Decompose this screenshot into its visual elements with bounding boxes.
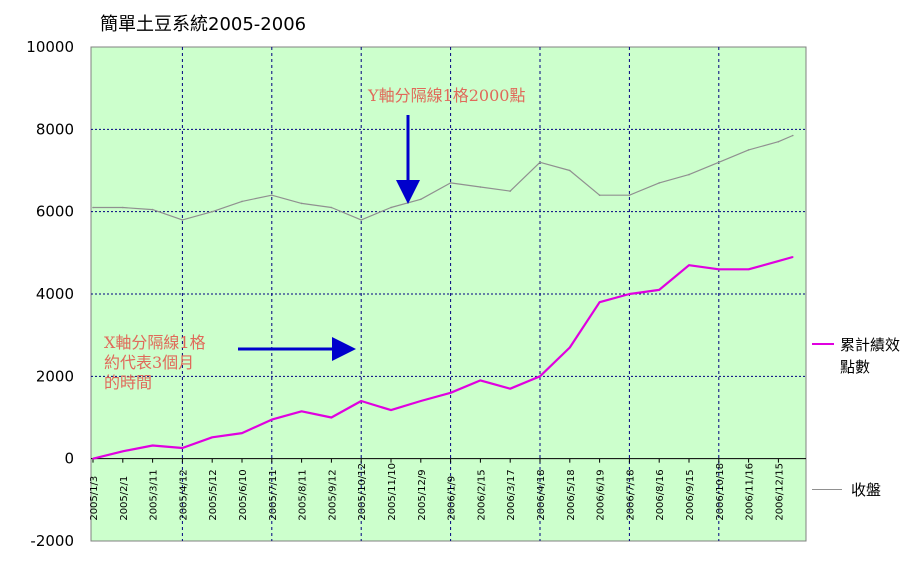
data-point-perf (628, 293, 631, 295)
x-tick-label: 2006/6/19 (596, 469, 607, 520)
data-point-perf (420, 400, 422, 402)
data-point-close (598, 194, 601, 196)
data-point-close (122, 206, 124, 209)
legend-label-close: 收盤 (851, 481, 882, 499)
x-tick-label: 2006/8/16 (655, 469, 666, 520)
legend-swatch-perf (812, 343, 834, 345)
x-tick-label: 2005/7/11 (268, 469, 279, 520)
data-point-close (718, 161, 720, 164)
data-point-close (330, 206, 333, 209)
x-tick-label: 2005/9/12 (327, 469, 338, 520)
x-tick-label: 2005/2/1 (119, 476, 130, 521)
x-tick-label: 2005/11/10 (387, 463, 398, 521)
y-tick-label: 6000 (36, 203, 74, 221)
x-tick-label: 2005/1/3 (89, 476, 100, 521)
data-point-perf (539, 375, 541, 378)
x-tick-label: 2006/4/18 (536, 469, 547, 520)
chart-title: 簡單土豆系統2005-2006 (100, 14, 307, 35)
data-point-perf (360, 400, 363, 402)
y-tick-label: 10000 (26, 38, 74, 56)
data-point-perf (92, 457, 94, 460)
x-tick-label: 2006/5/18 (566, 469, 577, 520)
x-tick-label: 2005/3/11 (149, 469, 160, 520)
data-point-perf (658, 289, 660, 291)
x-tick-label: 2006/9/15 (685, 469, 696, 520)
x-tick-label: 2006/7/18 (625, 469, 636, 520)
data-point-close (151, 208, 154, 211)
data-point-close (569, 169, 571, 172)
y-tick-label: 0 (64, 450, 74, 468)
x-tick-label: 2006/12/15 (774, 463, 785, 521)
data-point-close (92, 206, 94, 209)
x-tick-label: 2006/11/16 (745, 463, 756, 521)
x-tick-label: 2005/10/12 (357, 463, 368, 521)
x-tick-label: 2005/12/9 (417, 469, 428, 520)
data-point-perf (390, 409, 392, 411)
data-point-close (479, 186, 482, 188)
x-axis-annotation-line2: 約代表3個月 (104, 353, 195, 372)
data-point-perf (300, 410, 303, 413)
data-point-close (792, 134, 794, 137)
data-point-close (241, 200, 243, 203)
x-tick-label: 2005/6/10 (238, 469, 249, 520)
data-point-perf (479, 379, 482, 382)
y-tick-label: -2000 (30, 532, 74, 550)
data-point-perf (151, 444, 154, 447)
data-point-perf (271, 418, 273, 421)
data-point-perf (688, 264, 690, 267)
data-point-close (628, 194, 631, 196)
x-axis-annotation-line1: X軸分隔線1格 (104, 333, 206, 352)
data-point-perf (241, 432, 243, 434)
y-axis-annotation: Y軸分隔線1格2000點 (368, 86, 526, 105)
data-point-perf (792, 256, 794, 258)
data-point-close (688, 173, 690, 176)
data-point-perf (211, 436, 213, 439)
y-tick-label: 8000 (36, 120, 74, 138)
x-tick-label: 2005/4/12 (178, 469, 189, 520)
x-axis-annotation-line3: 的時間 (104, 373, 153, 392)
data-point-close (390, 206, 392, 209)
data-point-close (181, 219, 184, 221)
data-point-close (300, 202, 303, 205)
data-point-perf (598, 301, 601, 304)
data-point-perf (777, 260, 780, 262)
data-point-close (509, 190, 512, 192)
x-tick-label: 2006/2/15 (476, 469, 487, 520)
y-axis-ticks: 10000 8000 6000 4000 2000 0 -2000 (26, 38, 74, 550)
x-tick-label: 2006/3/17 (506, 469, 517, 520)
data-point-close (747, 149, 750, 151)
x-tick-label: 2006/10/18 (715, 463, 726, 521)
legend-label-perf: 累計績效點數 (840, 336, 901, 376)
data-point-perf (509, 387, 512, 390)
data-point-perf (330, 416, 333, 419)
data-point-close (420, 198, 422, 201)
x-tick-label: 2005/8/11 (298, 469, 309, 520)
annotation-arrows (238, 115, 420, 361)
data-point-close (777, 140, 780, 143)
data-point-close (211, 210, 213, 213)
data-point-close (449, 182, 452, 184)
series-lines (92, 134, 794, 460)
legend-swatch-close (812, 489, 842, 490)
y-tick-label: 2000 (36, 367, 74, 385)
data-point-close (539, 161, 541, 164)
x-tick-label: 2005/5/12 (208, 469, 219, 520)
data-point-perf (569, 346, 571, 349)
data-point-perf (747, 268, 750, 271)
data-point-perf (181, 447, 184, 449)
y-tick-label: 4000 (36, 285, 74, 303)
data-point-perf (122, 450, 124, 453)
data-point-perf (449, 392, 452, 394)
data-point-perf (718, 268, 720, 271)
x-tick-label: 2006/1/9 (447, 476, 458, 521)
data-point-close (271, 194, 273, 196)
data-point-close (658, 182, 660, 184)
x-axis-ticks: 2005/1/3 2005/2/1 2005/3/11 2005/4/12 2005/5… (89, 458, 785, 521)
data-point-close (360, 219, 363, 221)
